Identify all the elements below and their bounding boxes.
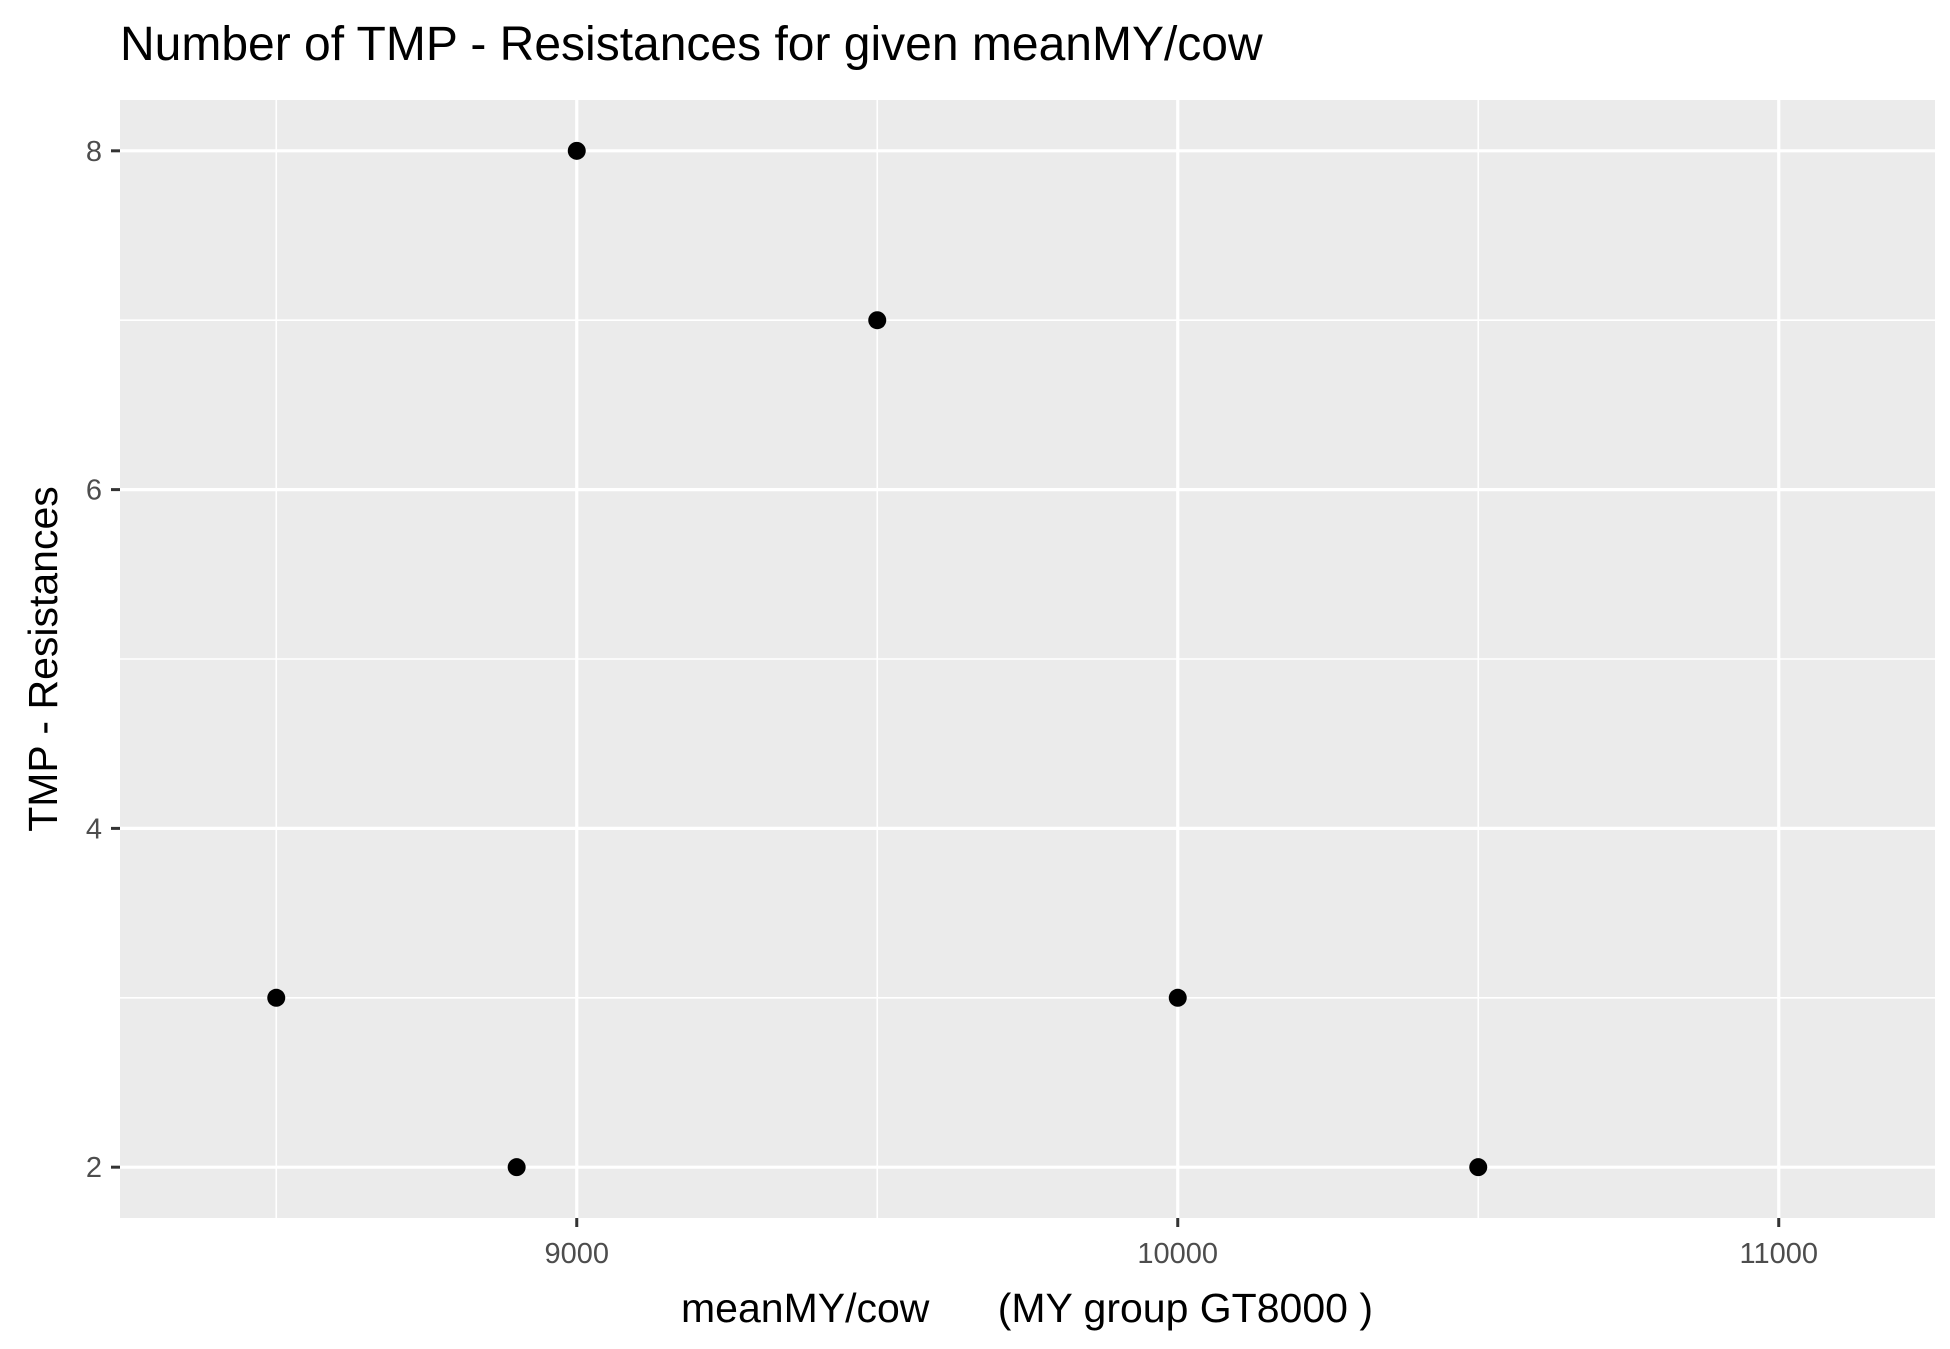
- data-point: [507, 1158, 526, 1177]
- data-points: [267, 141, 1488, 1177]
- y-tick-label: 4: [86, 813, 102, 845]
- major-gridlines: [120, 100, 1935, 1218]
- data-point: [868, 311, 887, 330]
- data-point: [1469, 1158, 1488, 1177]
- x-axis-title: meanMY/cow (MY group GT8000 ): [681, 1285, 1373, 1331]
- minor-gridlines: [120, 100, 1935, 1218]
- chart-title: Number of TMP - Resistances for given me…: [120, 18, 1263, 71]
- y-tick-label: 8: [86, 136, 102, 168]
- y-tick-label: 2: [86, 1152, 102, 1184]
- data-point: [567, 141, 586, 160]
- x-tick-label: 9000: [544, 1238, 609, 1270]
- tick-labels: 9000 10000 11000 2 4 6 8: [86, 136, 1818, 1270]
- data-point: [267, 988, 286, 1007]
- y-axis-title: TMP - Resistances: [20, 486, 66, 832]
- axis-ticks: [111, 149, 1781, 1227]
- data-point: [1168, 988, 1187, 1007]
- x-tick-label: 10000: [1137, 1238, 1218, 1270]
- x-tick-label: 11000: [1739, 1238, 1818, 1270]
- y-tick-label: 6: [86, 475, 102, 507]
